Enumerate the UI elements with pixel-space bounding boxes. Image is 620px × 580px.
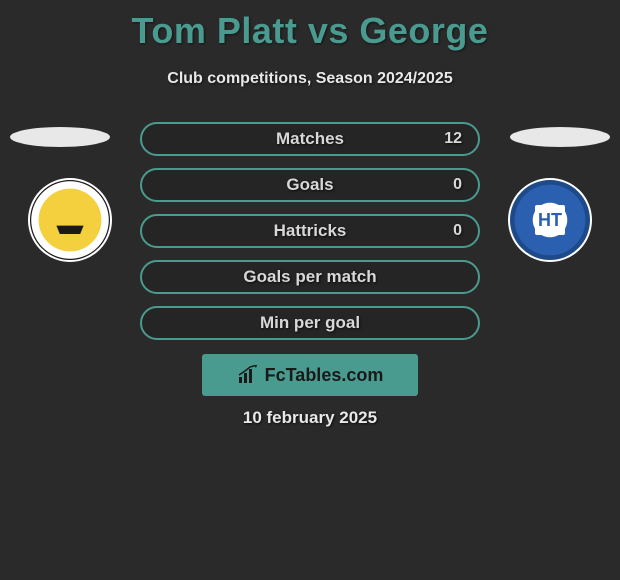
stat-label: Matches: [276, 129, 344, 149]
stat-row: Goals 0: [140, 168, 480, 202]
badge-right-initials: HT: [535, 205, 565, 235]
brand-label: FcTables.com: [265, 365, 384, 386]
club-badge-left: [28, 178, 112, 262]
stat-value: 0: [453, 176, 462, 194]
stat-label: Hattricks: [274, 221, 347, 241]
subtitle: Club competitions, Season 2024/2025: [0, 70, 620, 88]
date-label: 10 february 2025: [0, 408, 620, 428]
stat-value: 0: [453, 222, 462, 240]
stat-row: Matches 12: [140, 122, 480, 156]
stat-row: Hattricks 0: [140, 214, 480, 248]
club-badge-right: HT: [508, 178, 592, 262]
brand-badge[interactable]: FcTables.com: [202, 354, 418, 396]
ship-icon: [53, 206, 87, 234]
stat-label: Goals per match: [243, 267, 376, 287]
player-marker-left: [10, 127, 110, 147]
stat-value: 12: [444, 130, 462, 148]
bar-chart-icon: [237, 365, 259, 385]
stat-label: Goals: [286, 175, 333, 195]
stat-row: Goals per match: [140, 260, 480, 294]
stat-label: Min per goal: [260, 313, 360, 333]
player-marker-right: [510, 127, 610, 147]
stat-row: Min per goal: [140, 306, 480, 340]
stats-list: Matches 12 Goals 0 Hattricks 0 Goals per…: [140, 122, 480, 352]
page-title: Tom Platt vs George: [0, 0, 620, 52]
